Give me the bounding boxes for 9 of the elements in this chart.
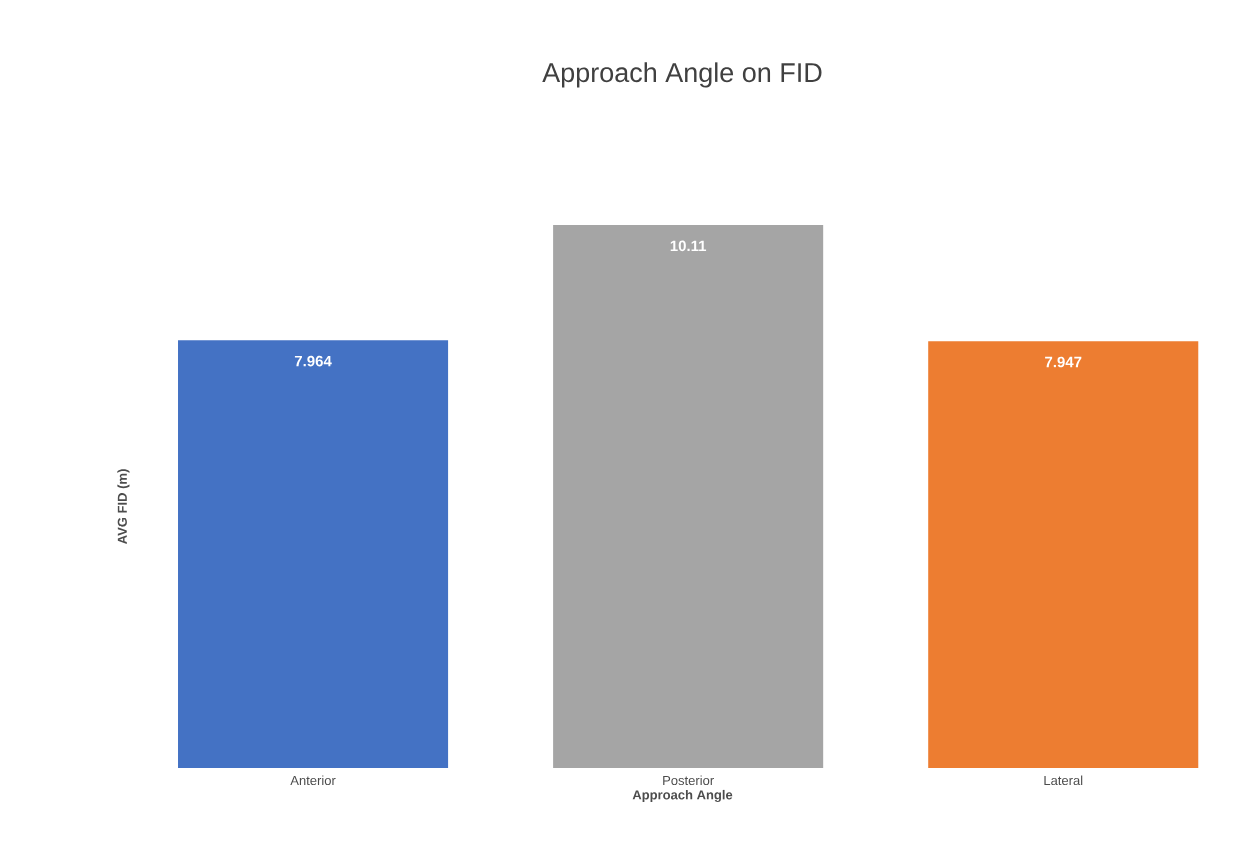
- data-label: 7.964: [294, 355, 332, 367]
- chart-title: Approach Angle on FID: [542, 62, 822, 88]
- data-label: 7.947: [1045, 356, 1082, 368]
- x-axis-title: Approach Angle: [632, 789, 733, 803]
- y-axis-title: AVG FID (m): [117, 469, 130, 544]
- x-tick-label: Posterior: [663, 775, 714, 786]
- x-tick-label: Lateral: [1044, 775, 1083, 786]
- x-tick-label: Anterior: [290, 775, 336, 786]
- data-label: 10.11: [670, 240, 707, 252]
